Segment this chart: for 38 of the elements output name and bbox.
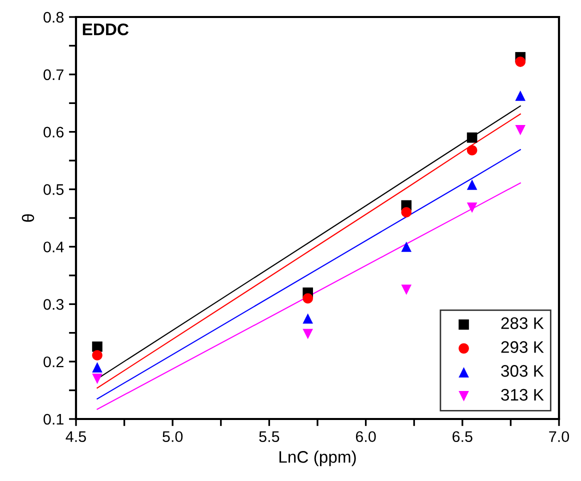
legend-label: 313 K xyxy=(501,388,544,401)
x-tick-label: 6.0 xyxy=(356,431,376,442)
legend-label: 283 K xyxy=(501,317,544,330)
point xyxy=(466,202,478,213)
y-tick-label: 0.4 xyxy=(44,242,64,252)
point xyxy=(302,293,313,304)
x-tick-label: 7.0 xyxy=(549,431,570,442)
y-tick-label: 0.2 xyxy=(44,356,64,368)
point xyxy=(515,124,526,136)
y-tick-label: 0.3 xyxy=(44,299,64,310)
x-tick-label: 4.5 xyxy=(66,431,86,442)
y-tick-label: 0.1 xyxy=(44,414,64,425)
chart-title: EDDC xyxy=(82,23,129,36)
point xyxy=(92,341,102,352)
point xyxy=(515,90,526,101)
point xyxy=(466,145,478,156)
x-tick-label: 6.5 xyxy=(452,431,472,442)
point xyxy=(401,207,412,218)
point xyxy=(466,180,478,190)
y-tick-label: 0.8 xyxy=(44,12,64,23)
legend-label: 293 K xyxy=(501,341,544,353)
point xyxy=(92,362,102,372)
point xyxy=(92,374,102,384)
point xyxy=(515,56,526,67)
y-tick-label: 0.6 xyxy=(44,126,64,138)
x-tick-label: 5.5 xyxy=(259,431,280,442)
y-tick-label: 0.5 xyxy=(44,184,64,195)
point xyxy=(92,350,102,360)
y-tick-label: 0.7 xyxy=(44,69,64,80)
point xyxy=(466,132,478,143)
legend-label: 303 K xyxy=(501,365,544,377)
y-axis-title: θ xyxy=(22,214,34,222)
x-tick-label: 5.0 xyxy=(162,431,183,442)
point xyxy=(401,242,412,252)
point xyxy=(302,313,313,324)
x-axis-title: LnC (ppm) xyxy=(280,450,356,466)
point xyxy=(401,284,412,295)
point xyxy=(302,328,313,340)
